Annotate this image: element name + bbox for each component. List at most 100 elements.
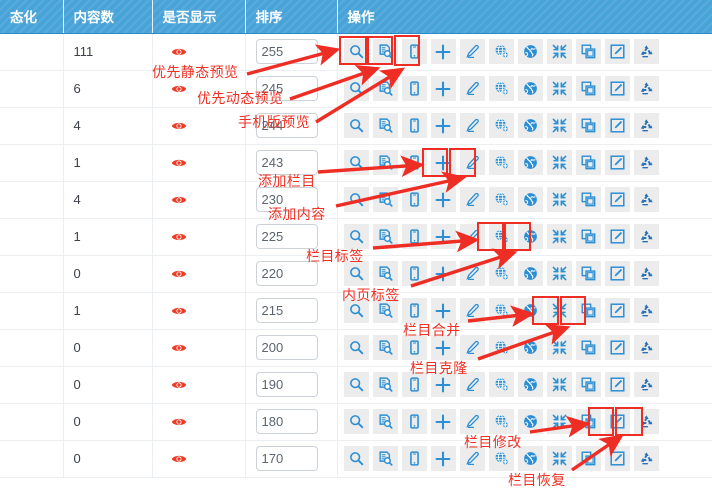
op-mobile-button[interactable]: [401, 446, 427, 471]
op-compress-button[interactable]: [546, 446, 572, 471]
op-edit-square-button[interactable]: [604, 372, 630, 397]
op-search-button[interactable]: [343, 224, 369, 249]
op-pencil-button[interactable]: [459, 446, 485, 471]
op-plus-button[interactable]: [430, 335, 456, 360]
op-pencil-button[interactable]: [459, 298, 485, 323]
order-input[interactable]: [255, 409, 318, 434]
op-document-search-button[interactable]: [372, 261, 398, 286]
op-globe-button[interactable]: [517, 298, 543, 323]
op-recycle-button[interactable]: [633, 150, 659, 175]
op-search-button[interactable]: [343, 446, 369, 471]
order-input[interactable]: [255, 39, 318, 64]
op-plus-button[interactable]: [430, 150, 456, 175]
op-search-button[interactable]: [343, 76, 369, 101]
op-clone-button[interactable]: [575, 39, 601, 64]
op-pencil-button[interactable]: [459, 187, 485, 212]
eye-icon[interactable]: [171, 118, 187, 134]
op-clone-button[interactable]: [575, 150, 601, 175]
op-mobile-button[interactable]: [401, 76, 427, 101]
op-globe-plus-button[interactable]: [488, 150, 514, 175]
op-edit-square-button[interactable]: [604, 76, 630, 101]
op-clone-button[interactable]: [575, 187, 601, 212]
op-search-button[interactable]: [343, 39, 369, 64]
op-pencil-button[interactable]: [459, 224, 485, 249]
eye-icon[interactable]: [171, 340, 187, 356]
op-globe-plus-button[interactable]: [488, 39, 514, 64]
op-plus-button[interactable]: [430, 76, 456, 101]
op-edit-square-button[interactable]: [604, 335, 630, 360]
order-input[interactable]: [255, 372, 318, 397]
op-pencil-button[interactable]: [459, 372, 485, 397]
eye-icon[interactable]: [171, 81, 187, 97]
op-edit-square-button[interactable]: [604, 187, 630, 212]
order-input[interactable]: [255, 446, 318, 471]
op-search-button[interactable]: [343, 150, 369, 175]
op-search-button[interactable]: [343, 187, 369, 212]
op-edit-square-button[interactable]: [604, 150, 630, 175]
op-compress-button[interactable]: [546, 113, 572, 138]
op-document-search-button[interactable]: [372, 298, 398, 323]
op-mobile-button[interactable]: [401, 113, 427, 138]
op-clone-button[interactable]: [575, 224, 601, 249]
op-edit-square-button[interactable]: [604, 409, 630, 434]
op-pencil-button[interactable]: [459, 409, 485, 434]
order-input[interactable]: [255, 298, 318, 323]
col-header-content-count[interactable]: 内容数: [63, 0, 153, 34]
op-recycle-button[interactable]: [633, 39, 659, 64]
op-plus-button[interactable]: [430, 298, 456, 323]
eye-icon[interactable]: [171, 44, 187, 60]
op-edit-square-button[interactable]: [604, 446, 630, 471]
col-header-visible[interactable]: 是否显示: [152, 0, 246, 34]
eye-icon[interactable]: [171, 414, 187, 430]
op-search-button[interactable]: [343, 113, 369, 138]
op-globe-button[interactable]: [517, 113, 543, 138]
op-pencil-button[interactable]: [459, 335, 485, 360]
order-input[interactable]: [255, 113, 318, 138]
op-globe-button[interactable]: [517, 150, 543, 175]
op-pencil-button[interactable]: [459, 76, 485, 101]
op-mobile-button[interactable]: [401, 261, 427, 286]
op-clone-button[interactable]: [575, 372, 601, 397]
op-mobile-button[interactable]: [401, 187, 427, 212]
op-edit-square-button[interactable]: [604, 113, 630, 138]
op-mobile-button[interactable]: [401, 409, 427, 434]
op-globe-plus-button[interactable]: [488, 76, 514, 101]
op-compress-button[interactable]: [546, 298, 572, 323]
op-search-button[interactable]: [343, 298, 369, 323]
op-plus-button[interactable]: [430, 446, 456, 471]
op-globe-button[interactable]: [517, 446, 543, 471]
op-document-search-button[interactable]: [372, 446, 398, 471]
op-clone-button[interactable]: [575, 409, 601, 434]
op-edit-square-button[interactable]: [604, 261, 630, 286]
op-clone-button[interactable]: [575, 261, 601, 286]
op-recycle-button[interactable]: [633, 261, 659, 286]
op-compress-button[interactable]: [546, 261, 572, 286]
op-globe-plus-button[interactable]: [488, 298, 514, 323]
order-input[interactable]: [255, 224, 318, 249]
op-document-search-button[interactable]: [372, 76, 398, 101]
op-document-search-button[interactable]: [372, 335, 398, 360]
op-compress-button[interactable]: [546, 372, 572, 397]
op-compress-button[interactable]: [546, 224, 572, 249]
op-search-button[interactable]: [343, 335, 369, 360]
op-compress-button[interactable]: [546, 409, 572, 434]
op-document-search-button[interactable]: [372, 409, 398, 434]
op-recycle-button[interactable]: [633, 76, 659, 101]
op-edit-square-button[interactable]: [604, 224, 630, 249]
col-header-static[interactable]: 态化: [0, 0, 64, 34]
op-document-search-button[interactable]: [372, 113, 398, 138]
op-search-button[interactable]: [343, 409, 369, 434]
op-mobile-button[interactable]: [401, 224, 427, 249]
op-globe-button[interactable]: [517, 187, 543, 212]
op-clone-button[interactable]: [575, 335, 601, 360]
op-globe-button[interactable]: [517, 224, 543, 249]
eye-icon[interactable]: [171, 377, 187, 393]
op-edit-square-button[interactable]: [604, 39, 630, 64]
op-pencil-button[interactable]: [459, 113, 485, 138]
op-recycle-button[interactable]: [633, 113, 659, 138]
op-pencil-button[interactable]: [459, 261, 485, 286]
op-globe-button[interactable]: [517, 335, 543, 360]
op-mobile-button[interactable]: [401, 335, 427, 360]
op-plus-button[interactable]: [430, 113, 456, 138]
op-search-button[interactable]: [343, 261, 369, 286]
